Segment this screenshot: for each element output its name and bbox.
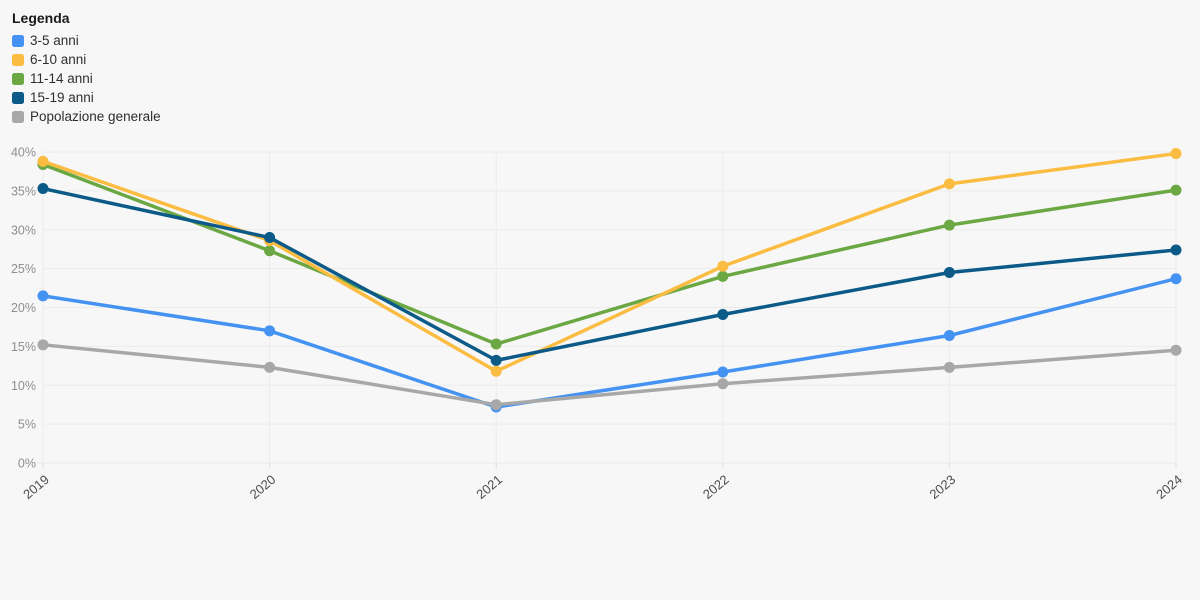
legend-swatch-icon — [12, 72, 24, 85]
data-point — [717, 308, 729, 320]
legend-item: 3-5 anni — [12, 31, 161, 50]
data-point — [717, 270, 729, 282]
data-point — [37, 155, 49, 167]
data-point — [37, 290, 49, 302]
data-point — [264, 245, 276, 257]
data-point — [1170, 273, 1182, 285]
series-line — [41, 151, 1178, 374]
data-point — [1170, 184, 1182, 196]
legend-item: 15-19 anni — [12, 88, 161, 107]
y-axis-label: 25% — [11, 262, 36, 276]
data-point — [264, 361, 276, 373]
y-axis-label: 0% — [18, 457, 36, 471]
legend-swatch-icon — [12, 110, 24, 123]
legend-item-label: Popolazione generale — [30, 109, 161, 124]
data-point — [37, 183, 49, 195]
x-axis-label: 2021 — [473, 472, 505, 502]
data-point — [943, 361, 955, 373]
y-axis-label: 10% — [11, 379, 36, 393]
x-axis-label: 2019 — [20, 472, 52, 502]
data-point — [37, 339, 49, 351]
data-point — [490, 399, 502, 411]
data-point — [717, 260, 729, 272]
data-point — [264, 325, 276, 337]
legend-title: Legenda — [12, 10, 70, 26]
data-point — [717, 366, 729, 378]
data-point — [1170, 344, 1182, 356]
data-point — [943, 178, 955, 190]
x-axis-label: 2023 — [927, 472, 959, 502]
legend-item-label: 3-5 anni — [30, 33, 79, 48]
data-point — [943, 219, 955, 231]
y-axis-label: 30% — [11, 223, 36, 237]
series-line — [41, 162, 1178, 346]
legend-item: Popolazione generale — [12, 107, 161, 126]
data-point — [717, 378, 729, 390]
y-axis-label: 35% — [11, 184, 36, 198]
x-axis-label: 2024 — [1153, 472, 1185, 502]
legend-item-label: 15-19 anni — [30, 90, 94, 105]
data-point — [264, 232, 276, 244]
data-point — [1170, 148, 1182, 160]
series-line — [41, 343, 1178, 407]
legend-item-label: 6-10 anni — [30, 52, 87, 67]
data-point — [490, 354, 502, 366]
series-line — [41, 276, 1178, 409]
legend-item-label: 11-14 anni — [30, 71, 93, 86]
data-point — [490, 338, 502, 350]
data-point — [943, 329, 955, 341]
chart-legend: Legenda 3-5 anni 6-10 anni 11-14 anni 15… — [12, 10, 161, 126]
legend-swatch-icon — [12, 53, 24, 66]
y-axis-label: 15% — [11, 340, 36, 354]
x-axis-label: 2022 — [700, 472, 732, 502]
y-axis-label: 20% — [11, 301, 36, 315]
y-axis-label: 5% — [18, 418, 36, 432]
data-point — [1170, 244, 1182, 256]
legend-item: 11-14 anni — [12, 69, 161, 88]
legend-item: 6-10 anni — [12, 50, 161, 69]
legend-swatch-icon — [12, 91, 24, 104]
y-axis-label: 40% — [11, 146, 36, 160]
legend-swatch-icon — [12, 34, 24, 47]
series-line — [41, 186, 1178, 363]
data-point — [490, 365, 502, 377]
data-point — [943, 267, 955, 279]
x-axis-label: 2020 — [247, 472, 279, 502]
